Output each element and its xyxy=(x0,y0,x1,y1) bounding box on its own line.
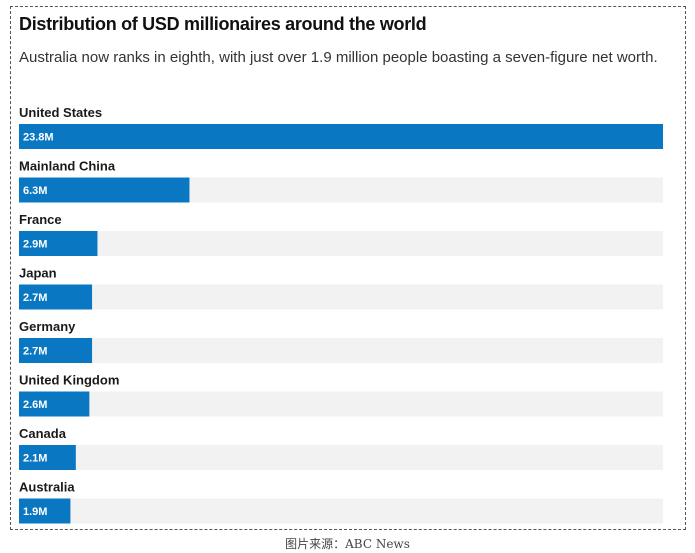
category-label-mainland-china: Mainland China xyxy=(19,159,116,174)
category-label-canada: Canada xyxy=(19,426,67,441)
chart-title: Distribution of USD millionaires around … xyxy=(19,14,427,34)
category-label-germany: Germany xyxy=(19,319,76,334)
category-label-australia: Australia xyxy=(19,480,75,495)
value-label-australia: 1.9M xyxy=(23,506,47,518)
bar-track-australia xyxy=(19,498,663,524)
category-label-united-states: United States xyxy=(19,105,102,120)
category-label-france: France xyxy=(19,212,62,227)
bar-track-canada xyxy=(19,445,663,470)
bar-track-united-kingdom xyxy=(19,391,663,417)
bar-australia xyxy=(19,498,71,524)
bar-mainland-china xyxy=(19,177,190,203)
value-label-france: 2.9M xyxy=(23,239,47,251)
bar-track-france xyxy=(19,231,663,256)
bar-japan xyxy=(19,284,93,310)
bar-united-kingdom xyxy=(19,391,90,417)
bar-canada xyxy=(19,445,76,470)
bar-germany xyxy=(19,338,93,363)
value-label-canada: 2.1M xyxy=(23,453,47,465)
category-label-japan: Japan xyxy=(19,266,57,281)
value-label-japan: 2.7M xyxy=(23,292,47,304)
value-label-germany: 2.7M xyxy=(23,346,47,358)
bar-track-germany xyxy=(19,338,663,363)
value-label-united-kingdom: 2.6M xyxy=(23,399,47,411)
category-label-united-kingdom: United Kingdom xyxy=(19,373,119,388)
bar-chart: United States 23.8M Mainland China 6.3M Fran… xyxy=(19,105,663,524)
bar-france xyxy=(19,231,98,256)
chart-frame xyxy=(10,6,686,530)
image-source-caption: 图片来源：ABC News xyxy=(285,537,410,551)
bar-track-japan xyxy=(19,284,663,310)
bar-united-states xyxy=(19,124,663,149)
chart-subtitle: Australia now ranks in eighth, with just… xyxy=(19,49,658,66)
value-label-united-states: 23.8M xyxy=(23,132,54,144)
value-label-mainland-china: 6.3M xyxy=(23,185,47,197)
